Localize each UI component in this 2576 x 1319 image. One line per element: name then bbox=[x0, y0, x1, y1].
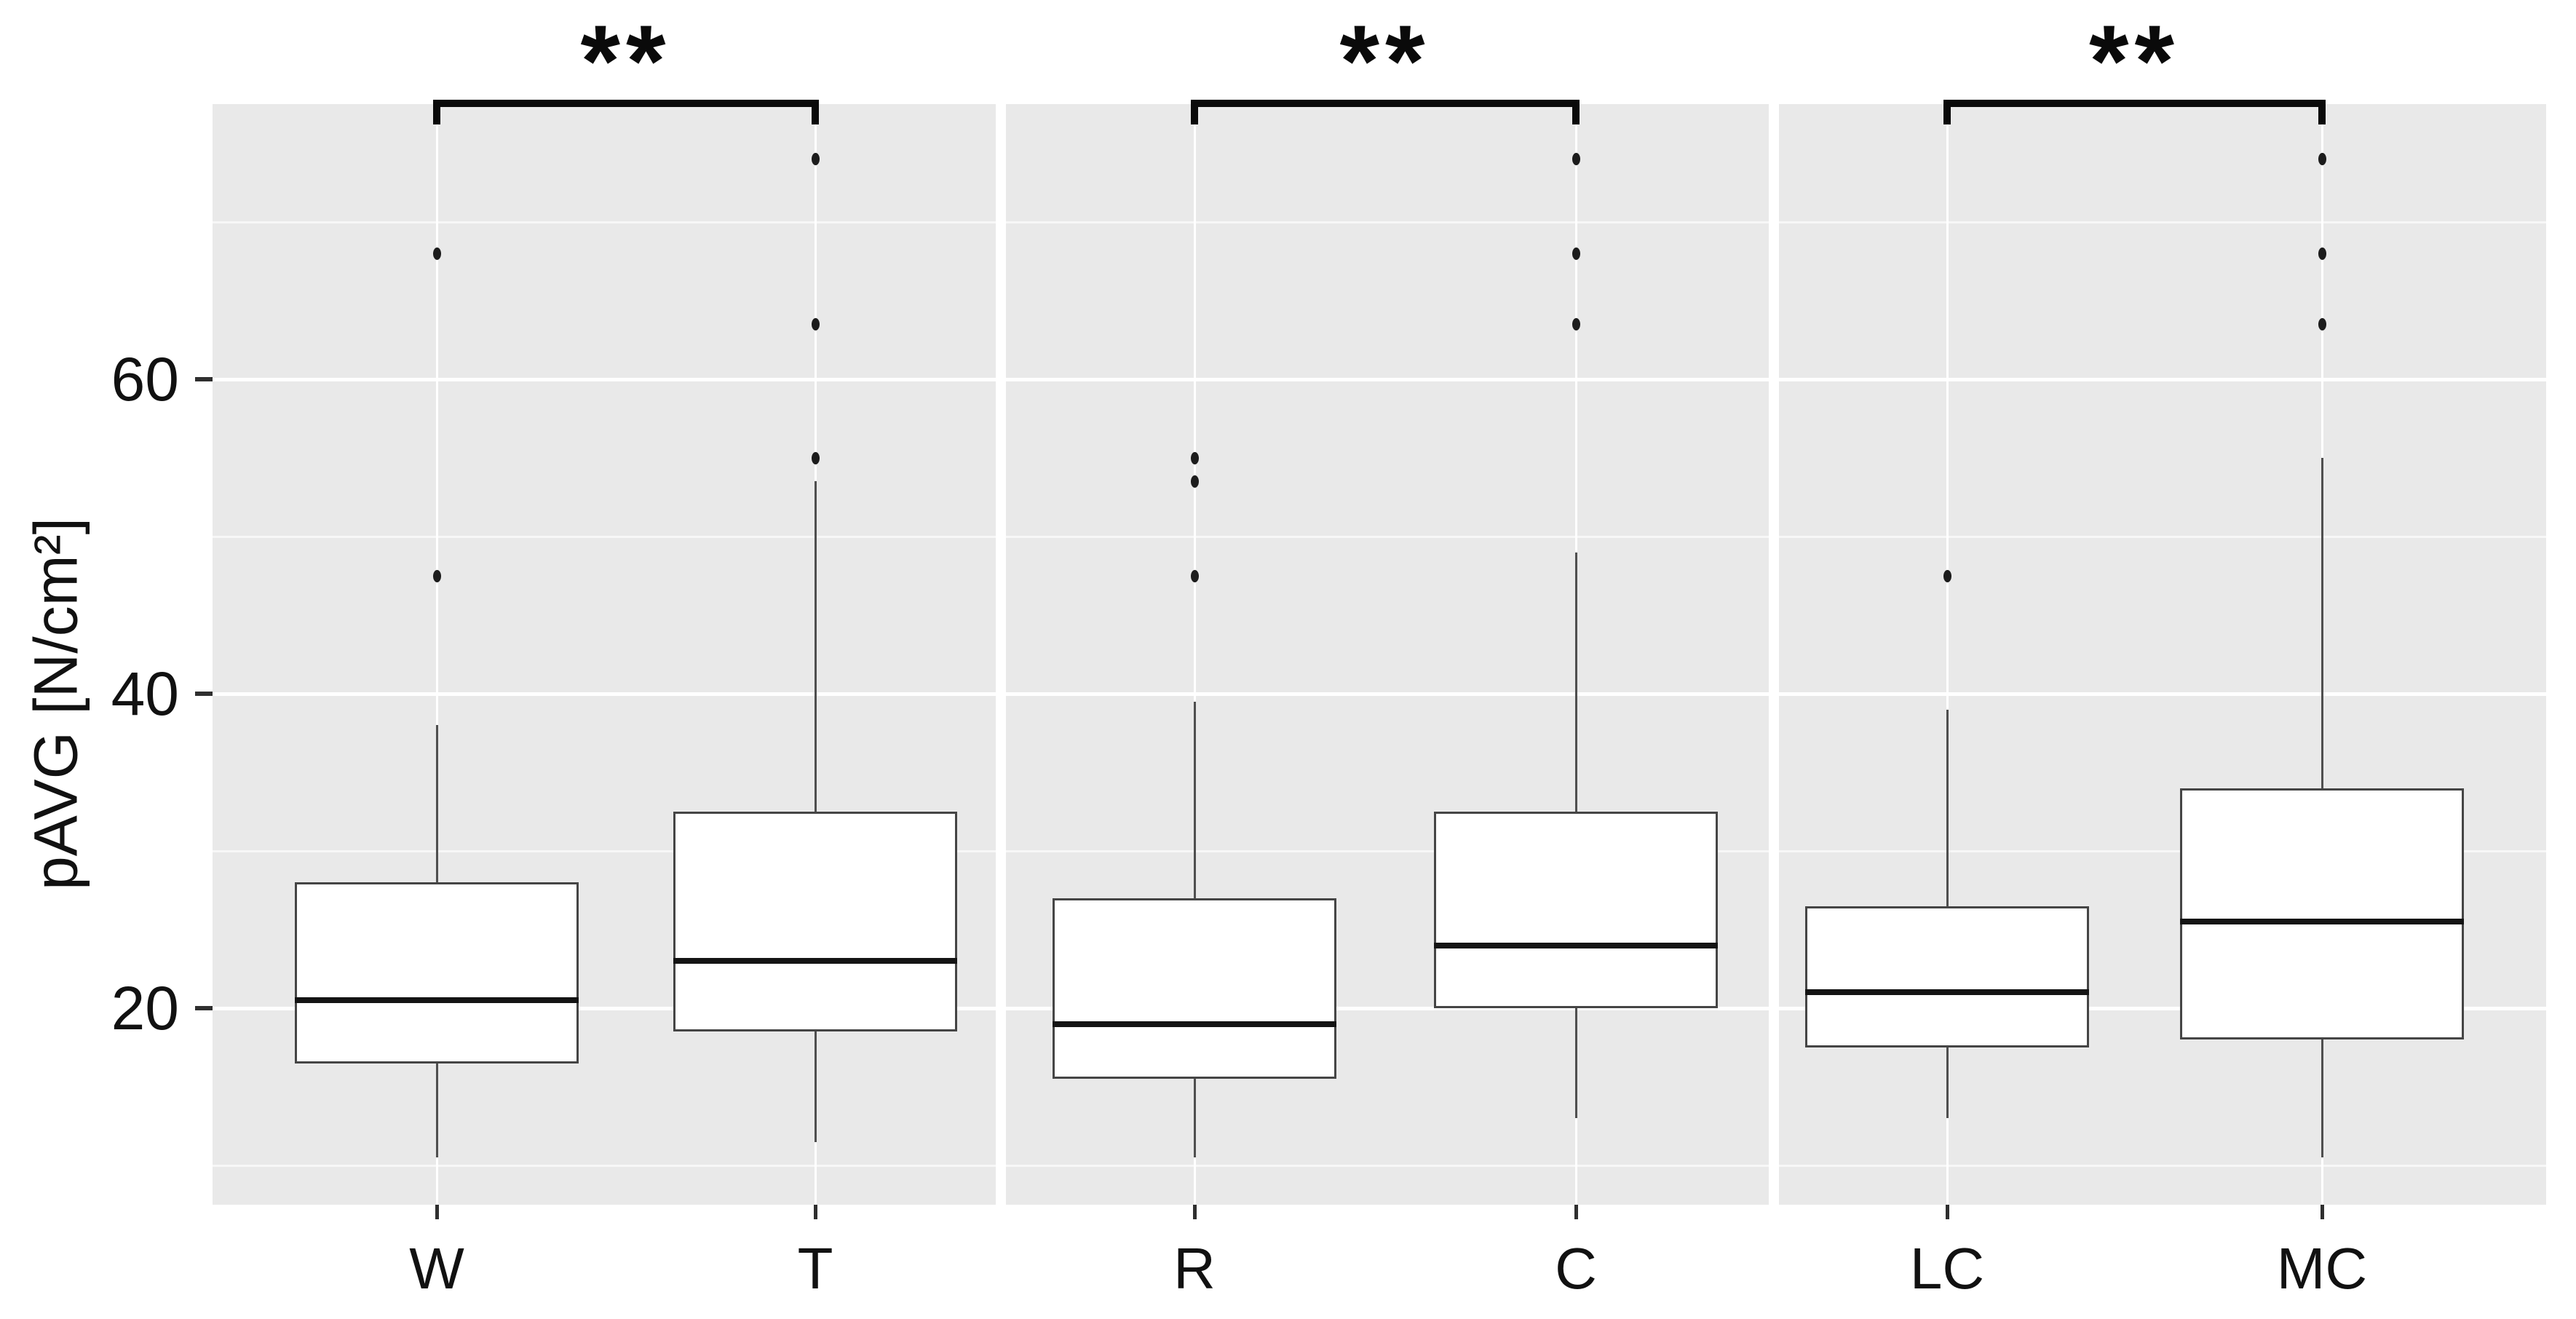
y-tick-mark bbox=[195, 692, 213, 696]
significance-bracket-cap bbox=[1572, 100, 1580, 124]
median-line bbox=[673, 958, 957, 965]
x-category-label: C bbox=[1555, 1236, 1597, 1301]
gridline-category bbox=[435, 104, 438, 1205]
outlier-point bbox=[1190, 451, 1199, 464]
y-tick-label: 40 bbox=[111, 660, 179, 728]
y-tick-mark bbox=[195, 377, 213, 381]
gridline-major bbox=[213, 692, 996, 696]
gridline-minor bbox=[213, 1164, 996, 1167]
significance-bracket bbox=[1943, 100, 2326, 107]
gridline-major bbox=[213, 1006, 996, 1010]
significance-bracket bbox=[433, 100, 819, 107]
gridline-minor bbox=[1006, 849, 1769, 852]
gridline-major bbox=[1006, 692, 1769, 696]
median-line bbox=[2180, 919, 2464, 925]
significance-bracket-cap bbox=[433, 100, 440, 124]
outlier-point bbox=[1190, 569, 1199, 582]
x-tick-mark bbox=[2320, 1205, 2324, 1219]
x-tick-mark bbox=[1945, 1205, 1949, 1219]
gridline-major bbox=[1006, 1006, 1769, 1010]
x-category-label: W bbox=[409, 1236, 464, 1301]
gridline-major bbox=[1779, 377, 2546, 381]
gridline-minor bbox=[1779, 849, 2546, 852]
x-tick-mark bbox=[1574, 1205, 1578, 1219]
boxplot-box bbox=[295, 882, 579, 1063]
gridline-major bbox=[1006, 377, 1769, 381]
y-tick-mark bbox=[195, 1006, 213, 1010]
outlier-point bbox=[1572, 317, 1580, 330]
boxplot-box bbox=[1053, 898, 1336, 1080]
significance-stars: ** bbox=[580, 4, 672, 118]
significance-stars: ** bbox=[2089, 4, 2180, 118]
outlier-point bbox=[2318, 317, 2326, 330]
boxplot-box bbox=[2180, 788, 2464, 1040]
x-category-label: LC bbox=[1909, 1236, 1985, 1301]
gridline-category bbox=[1946, 104, 1949, 1205]
x-category-label: T bbox=[797, 1236, 833, 1301]
gridline-major bbox=[213, 377, 996, 381]
gridline-minor bbox=[1779, 1164, 2546, 1167]
outlier-point bbox=[2318, 153, 2326, 166]
boxplot-box bbox=[1805, 906, 2089, 1047]
boxplot-box bbox=[673, 812, 957, 1032]
gridline-minor bbox=[1006, 221, 1769, 223]
significance-bracket-cap bbox=[1943, 100, 1951, 124]
outlier-point bbox=[1943, 569, 1951, 582]
outlier-point bbox=[1190, 475, 1199, 488]
outlier-point bbox=[1572, 153, 1580, 166]
median-line bbox=[295, 997, 579, 1004]
y-tick-label: 60 bbox=[111, 345, 179, 413]
gridline-major bbox=[1779, 692, 2546, 696]
gridline-category bbox=[1193, 104, 1196, 1205]
significance-bracket-cap bbox=[812, 100, 819, 124]
y-tick-label: 20 bbox=[111, 974, 179, 1042]
gridline-minor bbox=[213, 221, 996, 223]
outlier-point bbox=[1572, 247, 1580, 260]
gridline-minor bbox=[213, 535, 996, 538]
significance-bracket bbox=[1191, 100, 1580, 107]
gridline-minor bbox=[1779, 535, 2546, 538]
whisker bbox=[814, 481, 817, 1142]
x-tick-mark bbox=[813, 1205, 817, 1219]
gridline-major bbox=[1779, 1006, 2546, 1010]
x-category-label: MC bbox=[2276, 1236, 2368, 1301]
median-line bbox=[1805, 989, 2089, 996]
outlier-point bbox=[811, 317, 820, 330]
significance-stars: ** bbox=[1339, 4, 1431, 118]
gridline-minor bbox=[1006, 1164, 1769, 1167]
x-tick-mark bbox=[1192, 1205, 1197, 1219]
x-tick-mark bbox=[435, 1205, 439, 1219]
outlier-point bbox=[2318, 247, 2326, 260]
gridline-minor bbox=[1006, 535, 1769, 538]
gridline-minor bbox=[1779, 221, 2546, 223]
significance-bracket-cap bbox=[2318, 100, 2326, 124]
median-line bbox=[1434, 942, 1718, 948]
median-line bbox=[1053, 1021, 1336, 1027]
gridline-minor bbox=[213, 849, 996, 852]
outlier-point bbox=[811, 451, 820, 464]
significance-bracket-cap bbox=[1191, 100, 1198, 124]
x-category-label: R bbox=[1173, 1236, 1216, 1301]
outlier-point bbox=[811, 153, 820, 166]
outlier-point bbox=[432, 247, 441, 260]
outlier-point bbox=[432, 569, 441, 582]
boxplot-box bbox=[1434, 812, 1718, 1008]
